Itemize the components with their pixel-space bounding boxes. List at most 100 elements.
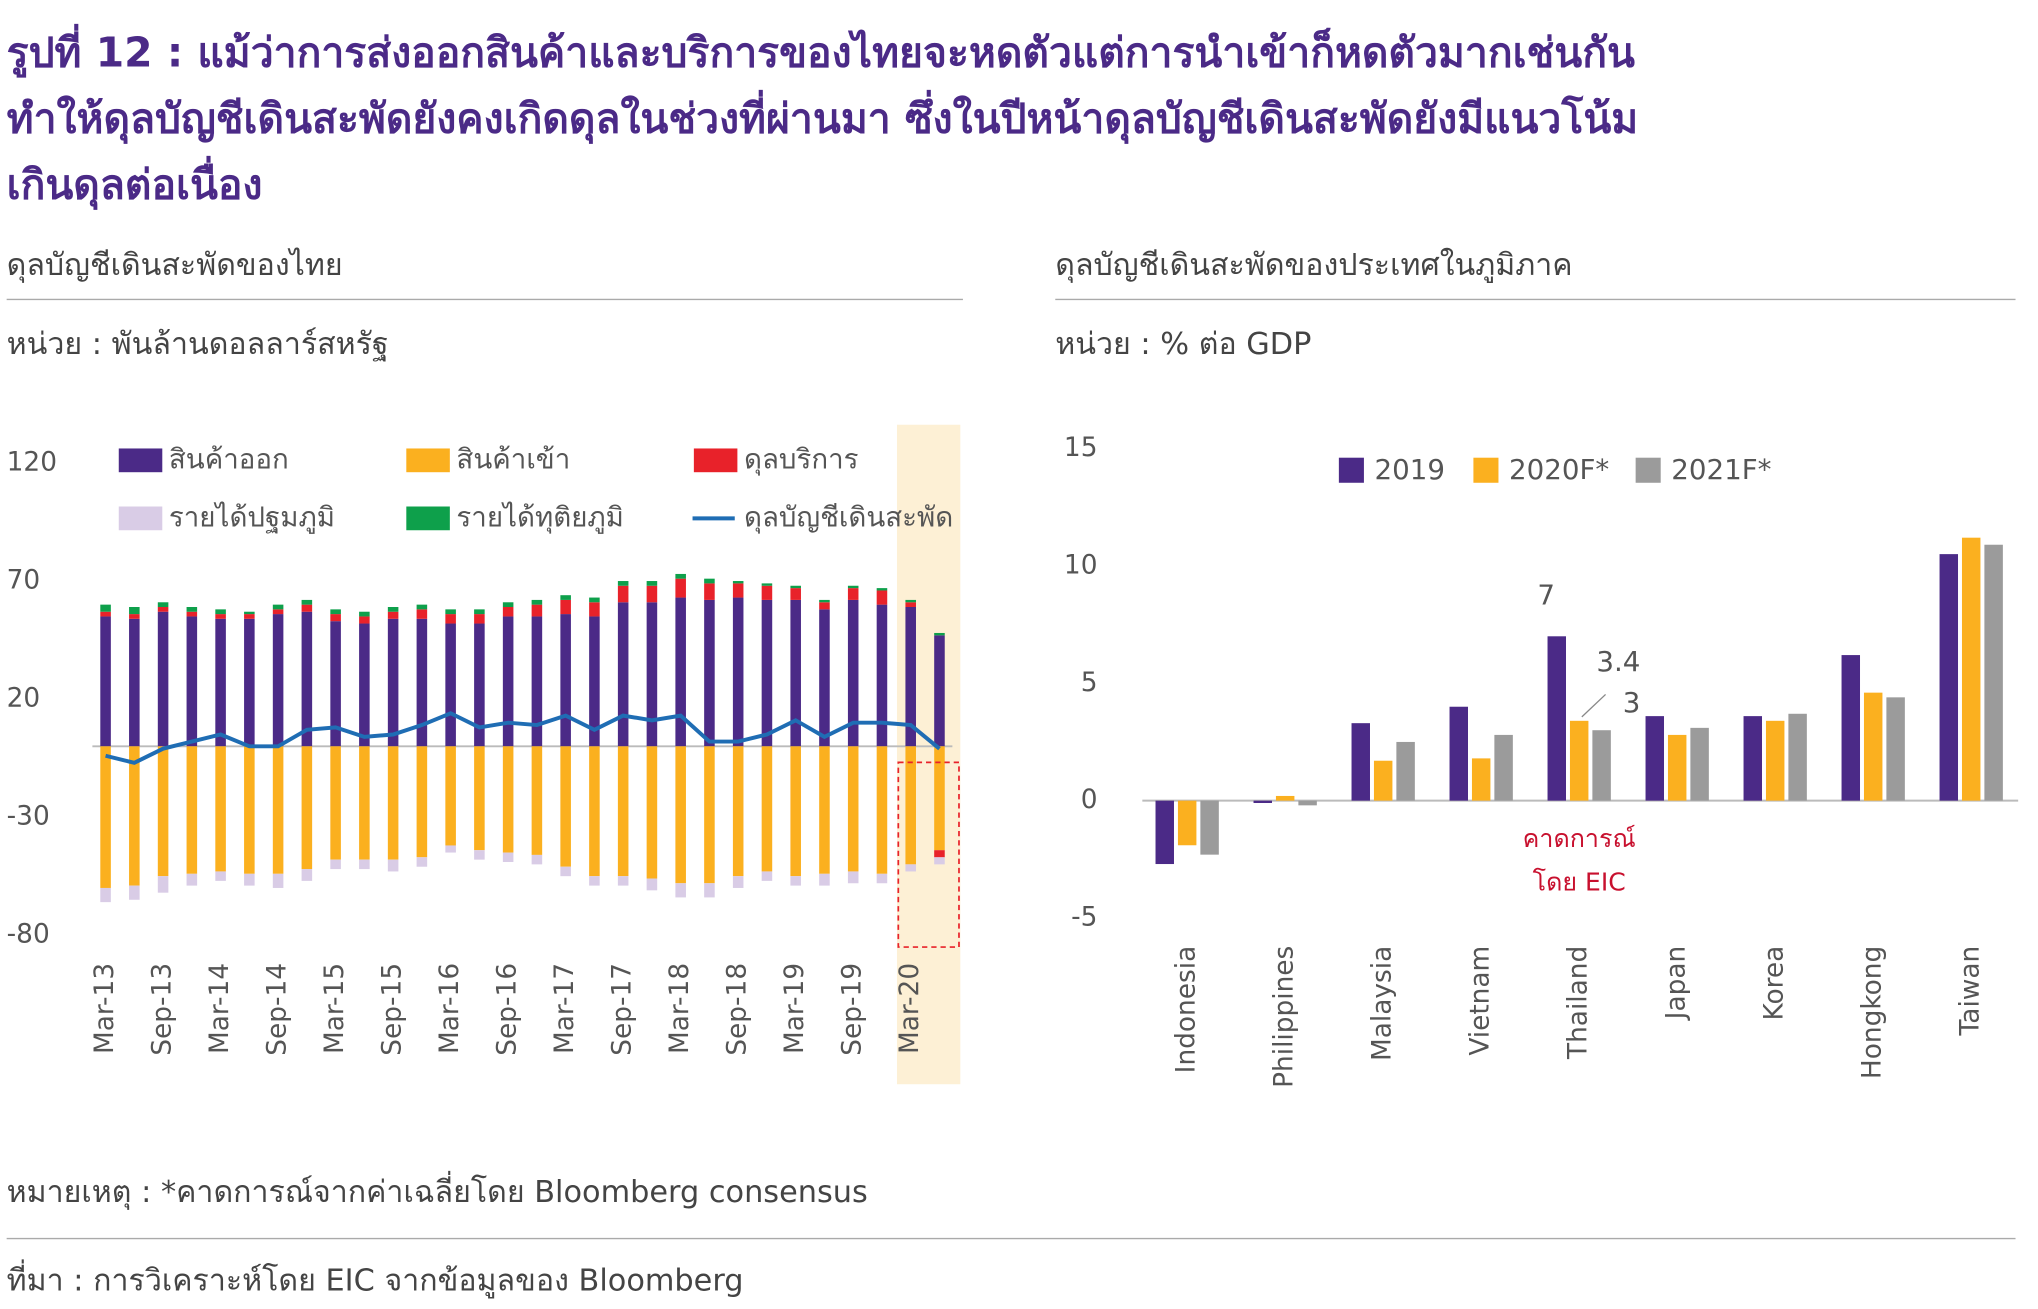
bar-segment: [790, 876, 801, 886]
bar-segment: [330, 746, 341, 860]
bar-segment: [330, 609, 341, 615]
bar-segment: [244, 611, 255, 615]
legend-label: 2021F*: [1671, 453, 1771, 486]
bar-segment: [186, 746, 198, 874]
title-line: ทำให้ดุลบัญชีเดินสะพัดยังคงเกิดดุลในช่วง…: [7, 89, 1639, 144]
bar-segment: [646, 602, 658, 747]
bar-segment: [157, 607, 169, 612]
x-tick-label: Mar-20: [895, 963, 925, 1054]
bar-segment: [761, 746, 773, 872]
bar-segment: [474, 850, 485, 860]
bar-segment: [502, 616, 514, 747]
bar-segment: [934, 635, 945, 747]
legend-label: สินค้าออก: [169, 442, 289, 475]
bar-segment: [704, 583, 715, 600]
bar: [1253, 800, 1272, 803]
bar-segment: [761, 585, 773, 600]
bar-segment: [416, 604, 428, 610]
bar-segment: [704, 746, 715, 884]
bar-segment: [761, 599, 773, 747]
bar-segment: [675, 597, 686, 747]
bar-segment: [704, 578, 715, 584]
bar: [1939, 554, 1959, 801]
bar-segment: [675, 578, 686, 598]
x-tick-label: Hongkong: [1858, 946, 1888, 1079]
bar-segment: [876, 746, 888, 874]
legend-label: 2020F*: [1509, 453, 1609, 486]
legend-label: ดุลบริการ: [744, 442, 859, 476]
x-tick-label: Mar-18: [665, 963, 695, 1054]
bar-segment: [359, 623, 370, 747]
bar-segment: [100, 611, 111, 617]
bar-segment: [186, 616, 198, 747]
bar-segment: [272, 614, 284, 747]
bar-segment: [416, 618, 428, 747]
bar-segment: [732, 597, 744, 747]
bar-segment: [129, 614, 140, 619]
bar: [1275, 795, 1295, 801]
bar-segment: [704, 883, 715, 898]
bar: [1155, 800, 1174, 865]
bar-segment: [215, 614, 226, 619]
x-tick-label: Indonesia: [1172, 946, 1202, 1074]
bar-segment: [876, 873, 888, 884]
bar-segment: [215, 609, 226, 615]
bar-segment: [761, 583, 773, 586]
bar: [1863, 692, 1883, 801]
bar-segment: [272, 609, 284, 615]
bar-segment: [100, 616, 111, 747]
legend-swatch: [1338, 457, 1364, 483]
bar-segment: [387, 746, 399, 860]
bar: [1569, 720, 1589, 801]
bar-segment: [301, 746, 313, 870]
bar-segment: [215, 618, 226, 747]
x-tick-label: Sep-13: [148, 963, 178, 1056]
bar-segment: [934, 746, 945, 851]
bar: [1396, 741, 1415, 801]
data-label: 3.4: [1596, 645, 1640, 678]
bar-segment: [531, 854, 543, 865]
bar-segment: [617, 581, 629, 586]
bar: [1984, 544, 2003, 801]
bar-segment: [732, 876, 744, 888]
right-unit: หน่วย : % ต่อ GDP: [1055, 327, 1311, 362]
bar-segment: [646, 746, 658, 879]
bar-segment: [129, 618, 140, 747]
bar-segment: [474, 614, 485, 624]
bar-segment: [905, 602, 916, 608]
bar-segment: [186, 611, 198, 617]
y-tick-label: 20: [7, 684, 41, 714]
bar-segment: [129, 746, 140, 886]
bar-segment: [272, 873, 284, 888]
legend-swatch: [118, 506, 163, 531]
bar-segment: [129, 607, 140, 615]
bar: [1177, 800, 1197, 846]
bar-segment: [330, 621, 341, 747]
x-tick-label: Sep-17: [608, 963, 638, 1056]
bar-segment: [819, 599, 830, 603]
bar-segment: [387, 618, 399, 747]
bar-segment: [589, 597, 600, 603]
legend-label: ดุลบัญชีเดินสะพัด: [744, 500, 953, 534]
legend-swatch: [693, 448, 738, 473]
bar-segment: [301, 611, 313, 747]
bar-segment: [905, 599, 916, 603]
bar-segment: [445, 614, 456, 624]
bar-segment: [387, 611, 399, 619]
bar-segment: [819, 873, 830, 886]
x-tick-label: Mar-17: [550, 963, 580, 1054]
y-tick-label: 0: [1081, 785, 1098, 815]
bar-segment: [617, 746, 629, 877]
x-tick-label: Taiwan: [1956, 946, 1986, 1037]
bar-segment: [416, 746, 428, 858]
note: หมายเหตุ : *คาดการณ์จากค่าเฉลี่ยโดย Bloo…: [7, 1170, 868, 1211]
bar-segment: [819, 746, 830, 874]
bar-segment: [330, 614, 341, 622]
y-tick-label: 70: [7, 566, 41, 596]
bar-segment: [675, 883, 686, 898]
x-tick-label: Mar-16: [435, 963, 465, 1054]
y-tick-label: -80: [7, 920, 50, 950]
bar: [1841, 655, 1861, 801]
bar-segment: [589, 876, 600, 886]
bar-segment: [905, 607, 916, 747]
